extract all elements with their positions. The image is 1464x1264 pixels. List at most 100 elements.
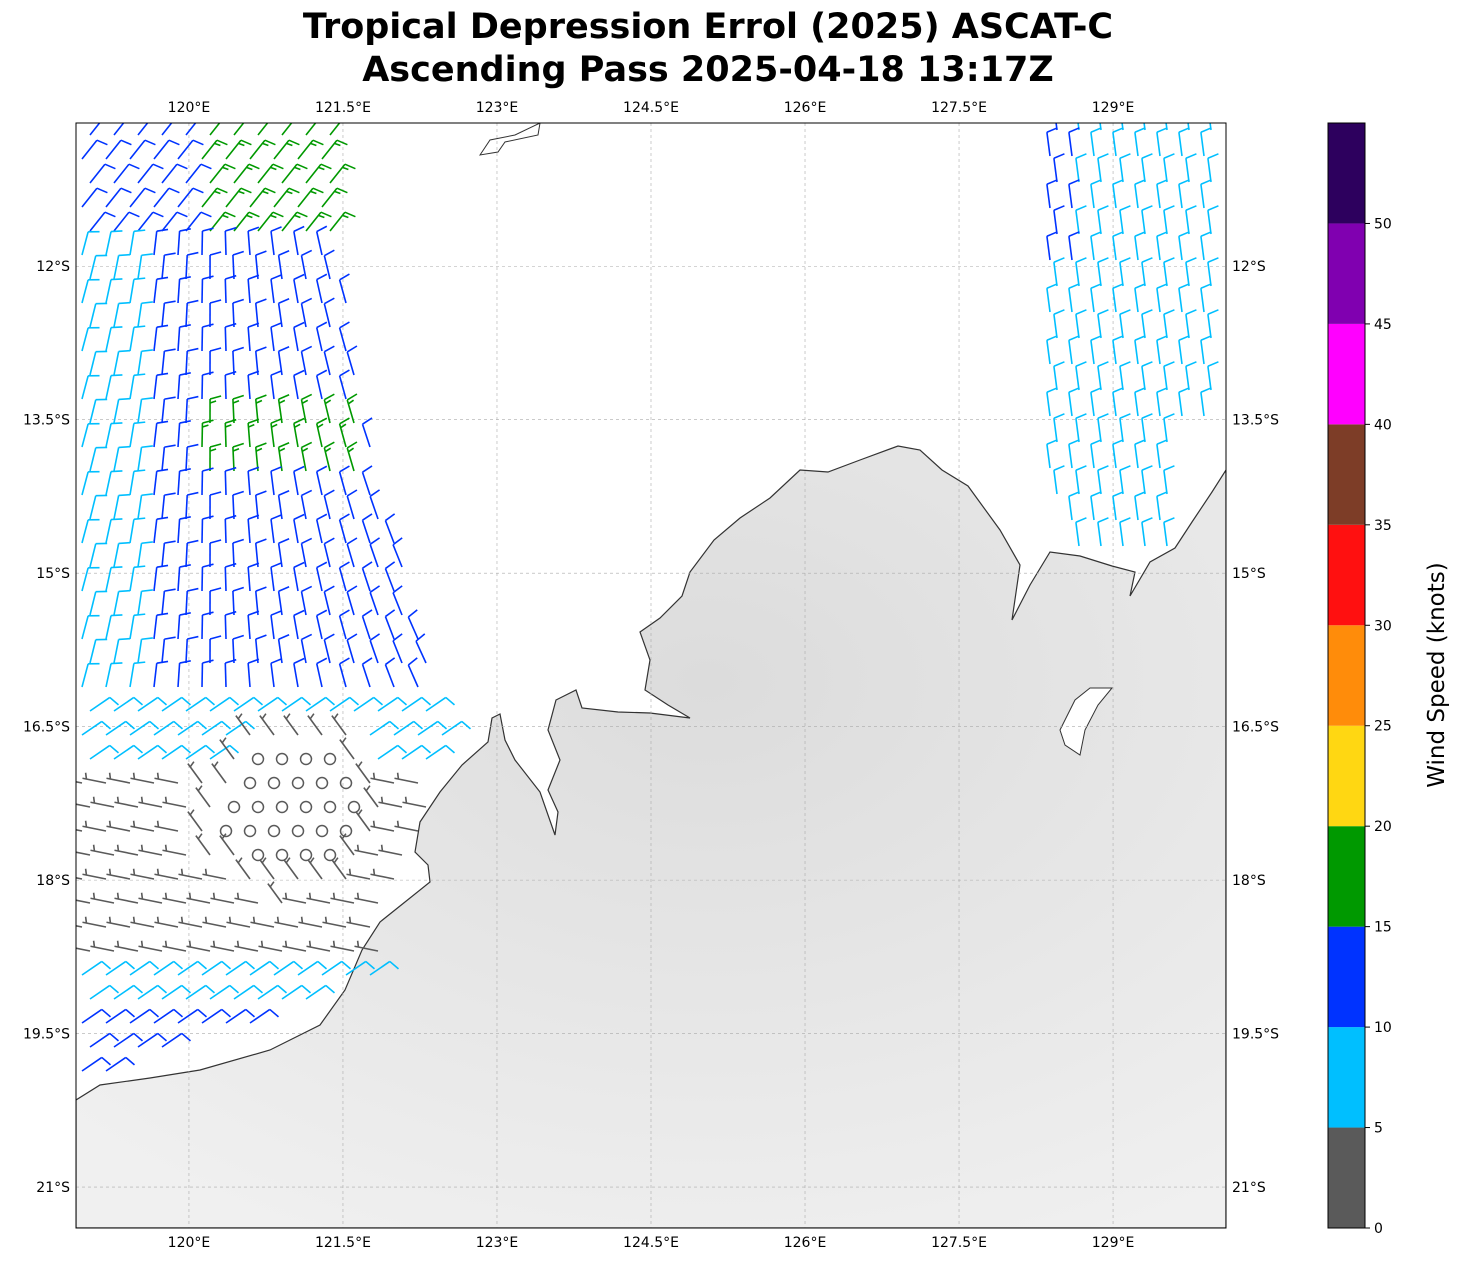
wind-barb	[89, 302, 108, 328]
wind-barb	[219, 737, 235, 760]
chart-title: Tropical Depression Errol (2025) ASCAT-C…	[0, 6, 1416, 92]
wind-barb	[185, 635, 199, 664]
colorbar-label: Wind Speed (knots)	[1424, 562, 1450, 788]
wind-barb	[300, 297, 313, 328]
wind-barb	[209, 587, 222, 616]
lat-tick-label: 21°S	[1232, 1180, 1266, 1196]
wind-barb	[186, 892, 211, 904]
wind-barb	[306, 892, 331, 904]
wind-barb	[270, 610, 282, 640]
wind-barb	[130, 916, 155, 928]
wind-barb	[1207, 205, 1219, 235]
wind-barb	[224, 274, 237, 304]
wind-barb-calm	[315, 824, 329, 838]
colorbar-tick-label: 35	[1374, 518, 1392, 534]
wind-barb	[257, 123, 269, 136]
wind-barb	[345, 960, 376, 976]
wind-barb	[201, 467, 214, 496]
wind-barb	[247, 514, 260, 544]
wind-barb	[201, 1008, 232, 1024]
wind-barb	[259, 857, 275, 880]
wind-barb	[338, 657, 350, 688]
wind-barb	[89, 350, 108, 376]
lon-tick-label: 120°E	[168, 100, 211, 116]
wind-barb	[1097, 413, 1109, 443]
title-line-2: Ascending Pass 2025-04-18 13:17Z	[362, 50, 1054, 90]
wind-barb	[254, 250, 267, 280]
wind-barb	[401, 696, 432, 712]
wind-barb	[225, 960, 256, 976]
wind-barb	[355, 761, 371, 784]
wind-barb	[305, 696, 336, 712]
wind-barb	[76, 876, 83, 880]
wind-barb	[270, 226, 282, 256]
wind-barb	[1200, 283, 1212, 313]
wind-barb	[346, 393, 358, 424]
wind-barb	[81, 1008, 112, 1024]
wind-barb	[81, 422, 100, 448]
wind-barb	[209, 163, 236, 184]
wind-barb	[249, 960, 280, 976]
wind-barb	[1097, 205, 1109, 235]
wind-barb	[247, 226, 260, 256]
wind-barb	[282, 892, 307, 904]
wind-barb	[89, 744, 120, 760]
wind-barb	[1090, 179, 1102, 209]
wind-barb	[1134, 491, 1146, 521]
wind-barb	[161, 540, 176, 568]
wind-barb	[105, 278, 123, 304]
wind-barb	[1119, 465, 1131, 495]
wind-barb	[425, 744, 456, 760]
wind-barb	[1156, 179, 1168, 209]
wind-barb	[177, 276, 191, 304]
wind-barb	[137, 163, 164, 184]
wind-barb	[384, 609, 396, 640]
wind-barb	[129, 469, 146, 496]
wind-barb	[346, 441, 358, 472]
wind-barb-calm	[299, 848, 313, 862]
wind-barb	[1077, 123, 1080, 131]
wind-barb	[113, 445, 131, 472]
wind-barb	[153, 516, 169, 544]
wind-barb	[377, 696, 408, 712]
wind-barb-calm	[315, 776, 329, 790]
wind-barb	[329, 123, 341, 136]
wind-barb	[384, 561, 396, 592]
wind-barb	[1046, 127, 1058, 157]
wind-barb	[441, 720, 472, 736]
colorbar-segment	[1328, 1027, 1365, 1128]
wind-barb	[338, 513, 350, 544]
wind-barb	[76, 899, 91, 904]
wind-barb	[283, 857, 299, 880]
wind-barb	[1090, 387, 1102, 417]
wind-barb	[297, 187, 324, 208]
wind-barb	[305, 163, 332, 184]
wind-barb	[384, 657, 396, 688]
wind-barb	[105, 230, 123, 256]
lat-tick-label: 12°S	[36, 259, 70, 275]
wind-barb	[89, 494, 108, 520]
wind-barb	[293, 513, 305, 544]
wind-barb	[209, 123, 221, 136]
colorbar-tick-label: 25	[1374, 719, 1392, 735]
wind-barb	[82, 916, 107, 928]
wind-barb	[225, 139, 252, 160]
wind-barb	[105, 614, 123, 640]
wind-barb	[370, 772, 395, 784]
wind-barb	[113, 349, 131, 376]
wind-barb	[1075, 413, 1087, 443]
colorbar-frame	[1327, 122, 1366, 1229]
lat-tick-label: 19.5°S	[1232, 1027, 1279, 1043]
wind-barb	[209, 984, 240, 1000]
wind-barb	[129, 1008, 160, 1024]
wind-barb	[129, 421, 146, 448]
wind-barb	[339, 833, 355, 856]
wind-barb	[113, 637, 131, 664]
island-north	[478, 123, 541, 156]
wind-barb	[338, 561, 350, 592]
wind-barb	[293, 225, 305, 256]
wind-barb	[300, 537, 313, 568]
wind-barb	[369, 489, 381, 520]
wind-barb	[1053, 205, 1065, 235]
wind-barb	[315, 609, 328, 640]
